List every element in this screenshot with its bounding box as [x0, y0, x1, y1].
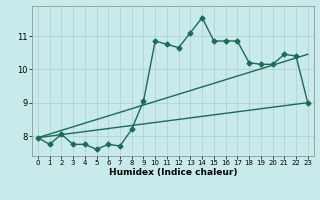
X-axis label: Humidex (Indice chaleur): Humidex (Indice chaleur) — [108, 168, 237, 177]
